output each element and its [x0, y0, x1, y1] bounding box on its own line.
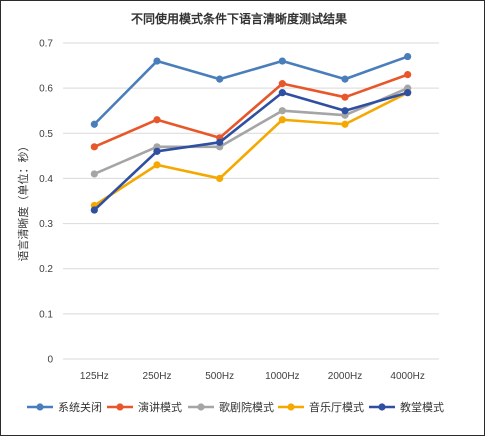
x-axis-ticks: 125Hz 250Hz 500Hz 1000Hz 2000Hz 4000Hz: [80, 371, 425, 382]
grid-lines: [63, 42, 439, 360]
data-point: [216, 75, 224, 83]
x-tick-label: 2000Hz: [328, 371, 362, 382]
series-line-3: [93, 91, 409, 207]
data-point: [278, 116, 286, 124]
x-tick-label: 500Hz: [205, 371, 234, 382]
data-point: [278, 89, 286, 97]
series-line-1: [93, 73, 409, 149]
data-point: [90, 120, 98, 128]
y-tick-label: 0.1: [39, 309, 53, 320]
y-tick-label: 0.7: [39, 39, 53, 50]
data-point: [90, 170, 98, 178]
series-line-0: [93, 55, 409, 126]
data-point: [404, 71, 412, 79]
series-line-4: [93, 91, 409, 212]
data-point: [341, 93, 349, 101]
legend-label-0: 系统关闭: [58, 400, 102, 414]
series-group: [90, 52, 412, 214]
data-point: [216, 138, 224, 146]
y-tick-label: 0: [47, 355, 53, 366]
data-point: [404, 52, 412, 61]
legend-marker-0: [36, 403, 44, 411]
data-point: [278, 57, 286, 65]
data-point: [153, 161, 161, 169]
series-line-2: [93, 86, 409, 176]
y-axis-ticks: 0 0.1 0.2 0.3 0.4 0.5 0.6 0.7: [39, 39, 53, 366]
legend-label-4: 教堂模式: [400, 401, 444, 414]
x-tick-label: 250Hz: [143, 371, 172, 382]
x-tick-label: 125Hz: [80, 371, 109, 382]
chart-title: 不同使用模式条件下语言清晰度测试结果: [131, 11, 347, 26]
data-point: [153, 116, 161, 124]
y-tick-label: 0.3: [39, 219, 53, 230]
data-point: [278, 80, 286, 88]
y-tick-label: 0.6: [39, 84, 53, 95]
data-point: [153, 147, 161, 155]
legend-label-3: 音乐厅模式: [309, 400, 364, 414]
legend-marker-4: [378, 403, 386, 411]
data-point: [216, 174, 224, 183]
data-point: [90, 206, 98, 214]
x-tick-label: 4000Hz: [390, 371, 424, 382]
data-point: [341, 107, 349, 115]
legend-marker-3: [287, 403, 295, 411]
data-point: [341, 75, 349, 83]
data-point: [90, 143, 98, 151]
legend-label-1: 演讲模式: [138, 400, 182, 414]
y-axis-label: 语言清晰度（单位：秒）: [16, 141, 30, 262]
data-point: [341, 120, 349, 128]
x-tick-label: 1000Hz: [265, 371, 299, 382]
data-point: [278, 107, 286, 115]
legend-marker-1: [116, 403, 124, 411]
data-point: [404, 89, 412, 97]
legend: 系统关闭 演讲模式 歌剧院模式 音乐厅模式 教堂模式: [27, 400, 444, 414]
legend-label-2: 歌剧院模式: [219, 400, 274, 414]
legend-marker-2: [197, 403, 205, 411]
data-point: [153, 57, 161, 65]
y-tick-label: 0.5: [39, 129, 53, 140]
y-tick-label: 0.2: [39, 264, 53, 275]
y-tick-label: 0.4: [39, 174, 53, 185]
